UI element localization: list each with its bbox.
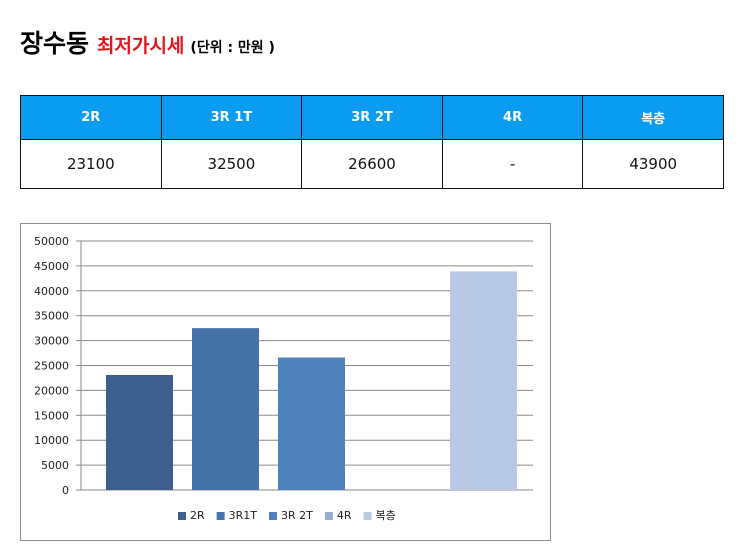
- bar-3: [278, 357, 345, 490]
- legend-label-2: 3R1T: [229, 509, 258, 522]
- y-tick-label: 5000: [41, 459, 69, 472]
- title-location: 장수동: [20, 29, 90, 58]
- price-chart: 0 5000 10000 15000 20000 25000 30000 35000 40000…: [20, 223, 551, 541]
- y-tick-label: 0: [62, 484, 69, 497]
- bar-2: [192, 328, 259, 490]
- header-cell-3r2t: 3R 2T: [301, 95, 443, 140]
- header-cell-3r1t: 3R 1T: [160, 95, 303, 140]
- value-cell-4r: -: [441, 139, 584, 189]
- price-table: 2R 3R 1T 3R 2T 4R 복층 23100 32500 26600 -…: [20, 95, 724, 189]
- legend-swatch-5: [363, 512, 372, 520]
- y-tick-label: 25000: [34, 360, 69, 373]
- legend-swatch-1: [178, 512, 186, 520]
- legend-swatch-3: [269, 512, 278, 520]
- legend-label-4: 4R: [337, 509, 352, 522]
- legend-label-3: 3R 2T: [281, 509, 313, 522]
- y-tick-label: 35000: [34, 310, 69, 323]
- y-tick-label: 40000: [34, 285, 69, 298]
- title-unit: (단위 : 만원 ): [190, 40, 275, 56]
- y-tick-label: 20000: [34, 384, 69, 397]
- y-tick-label: 10000: [34, 434, 69, 447]
- header-cell-duplex: 복층: [582, 95, 724, 140]
- page-title: 장수동 최저가시세 (단위 : 만원 ): [20, 24, 275, 60]
- y-tick-label: 45000: [34, 260, 69, 273]
- header-cell-4r: 4R: [441, 95, 584, 140]
- bar-1: [106, 374, 173, 490]
- y-tick-label: 30000: [34, 335, 69, 348]
- legend-swatch-4: [324, 512, 333, 520]
- price-table-row: 23100 32500 26600 - 43900: [20, 139, 724, 189]
- chart-svg: 0 5000 10000 15000 20000 25000 30000 35000 40000…: [34, 235, 533, 522]
- bar-5: [450, 271, 517, 490]
- y-tick-label: 50000: [34, 235, 69, 248]
- title-subtitle: 최저가시세: [97, 35, 185, 57]
- value-cell-duplex: 43900: [582, 139, 724, 189]
- value-cell-3r1t: 32500: [160, 139, 303, 189]
- legend-label-5: 복층: [376, 509, 396, 522]
- legend-swatch-2: [216, 512, 225, 520]
- value-cell-2r: 23100: [20, 139, 162, 189]
- value-cell-3r2t: 26600: [301, 139, 443, 189]
- legend-label-1: 2R: [190, 509, 205, 522]
- header-cell-2r: 2R: [20, 95, 162, 140]
- price-table-header-row: 2R 3R 1T 3R 2T 4R 복층: [20, 95, 724, 140]
- y-tick-label: 15000: [34, 409, 69, 422]
